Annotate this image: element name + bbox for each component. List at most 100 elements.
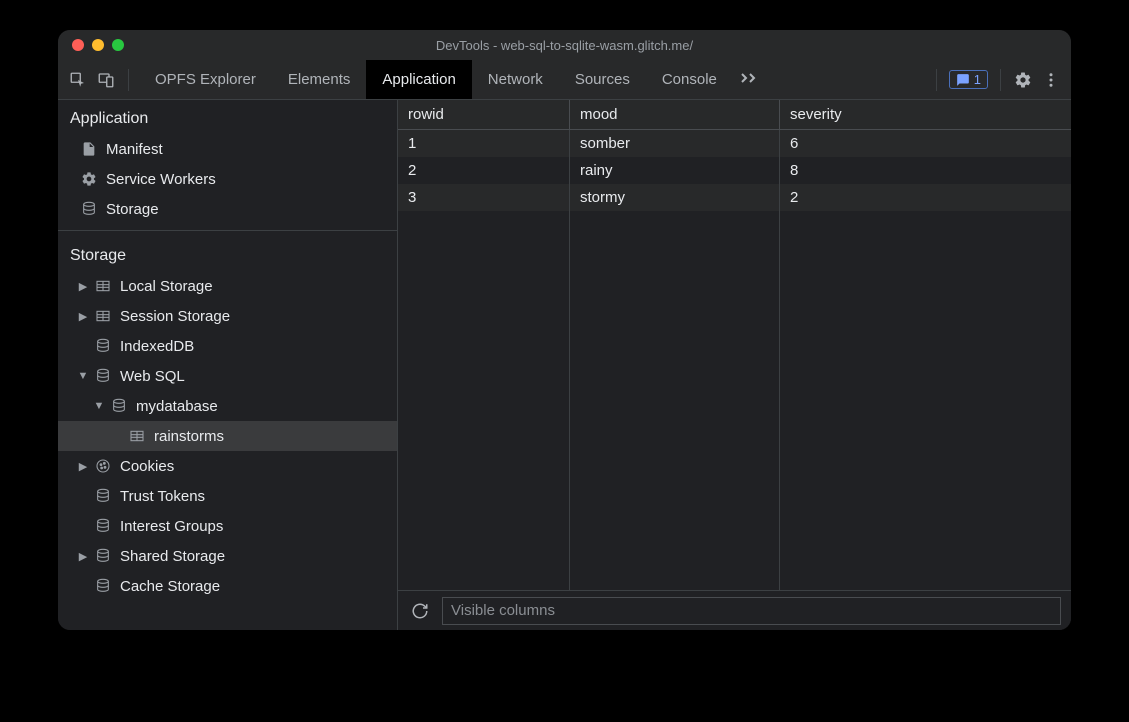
window-controls bbox=[72, 39, 124, 51]
separator bbox=[128, 69, 129, 91]
tab-sources[interactable]: Sources bbox=[559, 60, 646, 99]
tab-application[interactable]: Application bbox=[366, 60, 471, 99]
db-icon bbox=[80, 200, 98, 218]
window-title: DevTools - web-sql-to-sqlite-wasm.glitch… bbox=[58, 38, 1071, 53]
cell-mood: stormy bbox=[570, 184, 780, 211]
sidebar-item-shared-storage[interactable]: ▶ Shared Storage bbox=[58, 541, 397, 571]
table-row[interactable]: 3stormy2 bbox=[398, 184, 1071, 211]
sidebar-item-service-workers[interactable]: Service Workers bbox=[58, 164, 397, 194]
sidebar-item-label: Session Storage bbox=[120, 308, 230, 325]
minimize-window-button[interactable] bbox=[92, 39, 104, 51]
sidebar-item-label: Storage bbox=[106, 201, 159, 218]
section-application-items: Manifest Service Workers Storage bbox=[58, 134, 397, 224]
titlebar: DevTools - web-sql-to-sqlite-wasm.glitch… bbox=[58, 30, 1071, 60]
db-icon bbox=[94, 337, 112, 355]
table-icon bbox=[94, 277, 112, 295]
sidebar-item-label: Interest Groups bbox=[120, 518, 223, 535]
sidebar-item-label: Shared Storage bbox=[120, 548, 225, 565]
gear-icon bbox=[80, 170, 98, 188]
db-icon bbox=[94, 547, 112, 565]
tab-console[interactable]: Console bbox=[646, 60, 733, 99]
grid-header: rowidmoodseverity bbox=[398, 100, 1071, 130]
chevron-right-icon: ▶ bbox=[76, 460, 90, 473]
issues-count: 1 bbox=[974, 72, 981, 87]
sidebar-item-local-storage[interactable]: ▶ Local Storage bbox=[58, 271, 397, 301]
chevron-down-icon: ▼ bbox=[92, 400, 106, 412]
sidebar-item-label: Cache Storage bbox=[120, 578, 220, 595]
sidebar-item-rainstorms[interactable]: ▶rainstorms bbox=[58, 421, 397, 451]
sidebar-item-interest-groups[interactable]: ▶Interest Groups bbox=[58, 511, 397, 541]
grid-footer bbox=[398, 590, 1071, 630]
sidebar-item-session-storage[interactable]: ▶ Session Storage bbox=[58, 301, 397, 331]
refresh-icon[interactable] bbox=[408, 599, 432, 623]
main-panel: rowidmoodseverity 1somber62rainy83stormy… bbox=[398, 100, 1071, 630]
table-row[interactable]: 2rainy8 bbox=[398, 157, 1071, 184]
sidebar-item-storage[interactable]: Storage bbox=[58, 194, 397, 224]
cell-severity: 8 bbox=[780, 157, 1071, 184]
device-toolbar-icon[interactable] bbox=[92, 66, 120, 94]
toolbar: OPFS ExplorerElementsApplicationNetworkS… bbox=[58, 60, 1071, 100]
devtools-window: DevTools - web-sql-to-sqlite-wasm.glitch… bbox=[58, 30, 1071, 630]
cookie-icon bbox=[94, 457, 112, 475]
panel-tabs: OPFS ExplorerElementsApplicationNetworkS… bbox=[139, 60, 733, 99]
grid-filler bbox=[398, 211, 1071, 590]
settings-icon[interactable] bbox=[1009, 66, 1037, 94]
cell-mood: somber bbox=[570, 130, 780, 157]
table-icon bbox=[94, 307, 112, 325]
section-storage-title: Storage bbox=[58, 237, 397, 271]
sidebar-item-label: rainstorms bbox=[154, 428, 224, 445]
sidebar-item-label: mydatabase bbox=[136, 398, 218, 415]
sidebar-item-mydatabase[interactable]: ▼ mydatabase bbox=[58, 391, 397, 421]
cell-mood: rainy bbox=[570, 157, 780, 184]
chevron-down-icon: ▼ bbox=[76, 370, 90, 382]
inspect-element-icon[interactable] bbox=[64, 66, 92, 94]
sidebar-item-label: Web SQL bbox=[120, 368, 185, 385]
cell-severity: 6 bbox=[780, 130, 1071, 157]
sidebar-item-label: IndexedDB bbox=[120, 338, 194, 355]
table-icon bbox=[128, 427, 146, 445]
sidebar: Application ManifestService WorkersStora… bbox=[58, 100, 398, 630]
chevron-right-icon: ▶ bbox=[76, 280, 90, 293]
cell-rowid: 3 bbox=[398, 184, 570, 211]
sidebar-item-indexeddb[interactable]: ▶IndexedDB bbox=[58, 331, 397, 361]
column-header-rowid[interactable]: rowid bbox=[398, 100, 570, 129]
separator bbox=[1000, 69, 1001, 91]
data-grid: rowidmoodseverity 1somber62rainy83stormy… bbox=[398, 100, 1071, 590]
db-icon bbox=[94, 487, 112, 505]
separator bbox=[58, 230, 397, 231]
separator bbox=[936, 69, 937, 91]
section-storage-items: ▶Local Storage▶Session Storage▶IndexedDB… bbox=[58, 271, 397, 601]
tab-network[interactable]: Network bbox=[472, 60, 559, 99]
sidebar-item-cache-storage[interactable]: ▶Cache Storage bbox=[58, 571, 397, 601]
cell-rowid: 2 bbox=[398, 157, 570, 184]
sidebar-item-web-sql[interactable]: ▼ Web SQL bbox=[58, 361, 397, 391]
tab-elements[interactable]: Elements bbox=[272, 60, 367, 99]
sidebar-item-label: Local Storage bbox=[120, 278, 213, 295]
more-tabs-icon[interactable] bbox=[733, 71, 767, 89]
sidebar-item-manifest[interactable]: Manifest bbox=[58, 134, 397, 164]
maximize-window-button[interactable] bbox=[112, 39, 124, 51]
issues-badge[interactable]: 1 bbox=[949, 70, 988, 89]
sidebar-item-label: Manifest bbox=[106, 141, 163, 158]
file-icon bbox=[80, 140, 98, 158]
more-options-icon[interactable] bbox=[1037, 66, 1065, 94]
chevron-right-icon: ▶ bbox=[76, 310, 90, 323]
sidebar-item-label: Service Workers bbox=[106, 171, 216, 188]
sidebar-item-trust-tokens[interactable]: ▶Trust Tokens bbox=[58, 481, 397, 511]
table-row[interactable]: 1somber6 bbox=[398, 130, 1071, 157]
tab-opfs-explorer[interactable]: OPFS Explorer bbox=[139, 60, 272, 99]
cell-severity: 2 bbox=[780, 184, 1071, 211]
body: Application ManifestService WorkersStora… bbox=[58, 100, 1071, 630]
sidebar-item-label: Cookies bbox=[120, 458, 174, 475]
db-icon bbox=[94, 577, 112, 595]
sidebar-item-label: Trust Tokens bbox=[120, 488, 205, 505]
db-icon bbox=[94, 367, 112, 385]
visible-columns-input[interactable] bbox=[442, 597, 1061, 625]
column-header-mood[interactable]: mood bbox=[570, 100, 780, 129]
cell-rowid: 1 bbox=[398, 130, 570, 157]
db-icon bbox=[110, 397, 128, 415]
chevron-right-icon: ▶ bbox=[76, 550, 90, 563]
sidebar-item-cookies[interactable]: ▶ Cookies bbox=[58, 451, 397, 481]
close-window-button[interactable] bbox=[72, 39, 84, 51]
column-header-severity[interactable]: severity bbox=[780, 100, 1071, 129]
